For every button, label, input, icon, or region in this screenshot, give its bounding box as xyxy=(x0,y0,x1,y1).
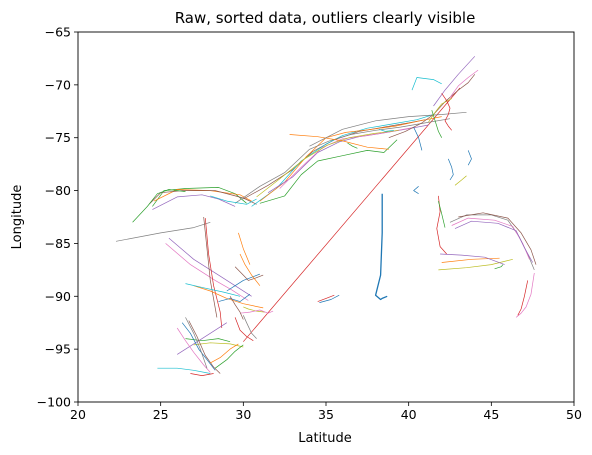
series-line-72 xyxy=(413,186,419,194)
x-tick-label: 35 xyxy=(318,407,334,422)
series-line-21 xyxy=(433,56,476,107)
y-tick-label: −90 xyxy=(45,289,71,304)
series-line-57 xyxy=(190,373,214,376)
series-line-7 xyxy=(152,194,236,210)
y-tick-label: −65 xyxy=(45,25,71,40)
y-axis-label: Longitude xyxy=(10,185,25,250)
y-tick-label: −85 xyxy=(45,236,71,251)
series-line-67 xyxy=(242,315,257,339)
series-line-29 xyxy=(454,175,467,186)
series-line-69 xyxy=(238,232,251,265)
series-line-71 xyxy=(319,294,340,303)
series-line-10 xyxy=(259,116,442,202)
series-line-74 xyxy=(378,128,394,132)
series-line-23 xyxy=(411,77,442,91)
x-axis: 20 25 30 35 40 45 50 xyxy=(70,402,582,422)
x-tick-label: 20 xyxy=(70,407,86,422)
series-line-60 xyxy=(226,273,261,292)
series-line-50 xyxy=(193,342,244,348)
series-line-41 xyxy=(494,264,504,270)
series-line-54 xyxy=(185,317,208,369)
series-line-19 xyxy=(388,74,476,139)
series-line-35 xyxy=(458,212,537,265)
series-line-34 xyxy=(454,220,534,263)
series-line-6 xyxy=(132,189,186,223)
series-line-62 xyxy=(239,253,261,286)
series-line-61 xyxy=(234,266,264,281)
series-line-14 xyxy=(256,129,399,198)
series-line-73 xyxy=(347,142,358,149)
series-line-64 xyxy=(239,309,274,314)
series-line-52 xyxy=(181,322,216,371)
x-axis-label: Latitude xyxy=(298,431,352,446)
series-line-56 xyxy=(157,367,211,374)
y-tick-label: −75 xyxy=(45,130,71,145)
x-tick-label: 30 xyxy=(235,407,251,422)
series-line-48 xyxy=(185,283,241,297)
series-line-68 xyxy=(229,296,244,320)
series-line-63 xyxy=(243,306,265,313)
series-line-1 xyxy=(243,87,461,342)
series-line-17 xyxy=(210,195,257,205)
y-tick-label: −95 xyxy=(45,342,71,357)
series-line-66 xyxy=(234,317,254,341)
series-line-53 xyxy=(176,327,211,373)
x-tick-label: 40 xyxy=(401,407,417,422)
series-line-31 xyxy=(447,158,454,181)
chart-title: Raw, sorted data, outliers clearly visib… xyxy=(175,9,476,27)
series-line-44 xyxy=(165,243,249,301)
series-line-47 xyxy=(193,285,264,309)
series-line-55 xyxy=(188,320,221,374)
series-line-26 xyxy=(413,126,423,151)
series-line-24 xyxy=(441,93,452,131)
x-tick-label: 45 xyxy=(483,407,499,422)
series-line-9 xyxy=(251,114,434,207)
series-line-46 xyxy=(204,218,223,329)
series-line-51 xyxy=(177,322,227,355)
series-line-40 xyxy=(440,253,505,265)
series-line-22 xyxy=(449,69,479,98)
x-tick-label: 25 xyxy=(153,407,169,422)
series-layer xyxy=(115,56,537,376)
series-line-30 xyxy=(467,150,472,166)
series-line-59 xyxy=(214,344,244,369)
series-line-11 xyxy=(234,118,451,204)
y-tick-label: −80 xyxy=(45,183,71,198)
series-line-16 xyxy=(289,134,389,150)
series-line-5 xyxy=(148,190,257,205)
series-line-28 xyxy=(438,201,446,228)
series-line-15 xyxy=(259,139,398,204)
series-line-18 xyxy=(309,111,467,147)
series-line-38 xyxy=(438,258,513,271)
series-line-25 xyxy=(431,110,443,138)
y-tick-label: −100 xyxy=(37,395,71,410)
series-line-36 xyxy=(515,272,535,318)
series-line-3 xyxy=(152,187,247,207)
series-line-45 xyxy=(203,216,218,318)
series-line-65 xyxy=(218,293,251,302)
series-line-39 xyxy=(441,257,500,263)
series-line-37 xyxy=(517,280,529,316)
series-line-43 xyxy=(168,237,252,297)
series-line-58 xyxy=(210,343,239,364)
series-line-2 xyxy=(374,193,388,301)
y-tick-label: −70 xyxy=(45,77,71,92)
series-line-42 xyxy=(115,221,211,242)
y-axis: −65 −70 −75 −80 −85 −90 −95 −100 xyxy=(37,25,78,410)
series-line-70 xyxy=(317,294,335,302)
x-tick-label: 50 xyxy=(566,407,582,422)
